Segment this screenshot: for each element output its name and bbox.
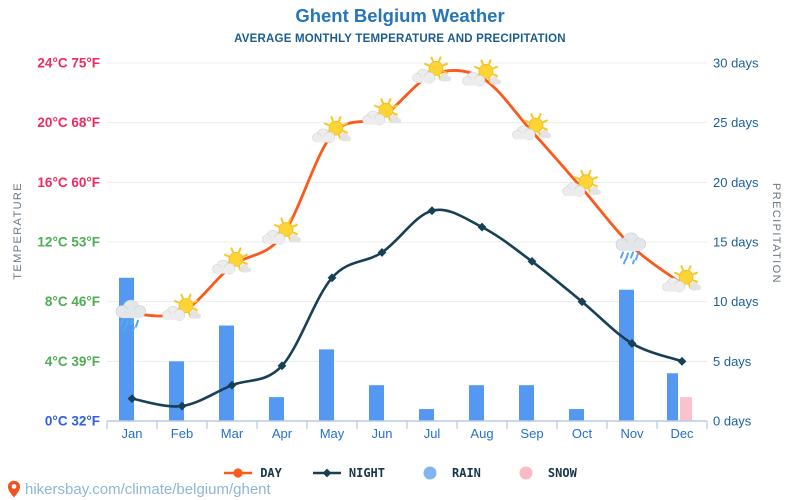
precipitation-axis-title: PRECIPITATION	[770, 183, 782, 284]
temp-tick-label: 24°C 75°F	[37, 56, 100, 71]
weather-icon-partly-sunny-Aug	[462, 59, 501, 87]
legend-label: SNOW	[547, 466, 577, 480]
month-label-Nov: Nov	[620, 426, 644, 441]
legend-item-day[interactable]: DAY	[223, 466, 282, 480]
temp-tick-label: 12°C 53°F	[37, 235, 100, 250]
weather-icon-partly-sunny-Feb	[162, 293, 201, 321]
rain-bar-Aug	[469, 385, 484, 421]
weather-icon-partly-sunny-Sep	[512, 113, 551, 141]
legend-marker-rain	[423, 466, 437, 480]
night-point-Aug	[477, 222, 487, 232]
chart-canvas: 0°C 32°F 4°C 39°F 8°C 46°F 12°C 53°F 16°C 60…	[37, 56, 759, 442]
rain-bar-Nov	[619, 289, 634, 421]
night-point-Oct	[577, 297, 587, 307]
night-line	[130, 208, 684, 408]
weather-icon-partly-sunny-May	[312, 116, 351, 144]
weather-icon-partly-sunny-Dec	[662, 265, 701, 293]
night-point-Jan	[127, 394, 137, 404]
month-label-Jun: Jun	[372, 426, 393, 441]
rain-bar-Apr	[269, 397, 284, 421]
night-point-Jun	[377, 248, 387, 257]
legend-marker-night	[312, 468, 341, 478]
month-label-Jul: Jul	[424, 426, 441, 441]
month-label-Jan: Jan	[122, 426, 143, 441]
temp-tick-label: 16°C 60°F	[37, 175, 100, 190]
temp-tick-label: 4°C 39°F	[45, 354, 100, 369]
days-tick-label: 20 days	[713, 175, 759, 190]
watermark[interactable]: hikersbay.com/climate/belgium/ghent	[7, 480, 271, 498]
night-point-Apr	[277, 361, 287, 371]
weather-icon-rain-Jan	[115, 299, 146, 332]
month-label-Feb: Feb	[171, 426, 193, 441]
night-point-Jul	[427, 206, 437, 216]
weather-icon-partly-sunny-Jul	[412, 56, 451, 84]
month-label-Oct: Oct	[572, 426, 593, 441]
legend-item-snow[interactable]: SNOW	[511, 466, 577, 480]
snow-bar-Dec	[680, 397, 692, 421]
legend-label: NIGHT	[348, 466, 385, 480]
legend-label: DAY	[260, 466, 282, 480]
rain-bar-Mar	[219, 325, 234, 421]
location-pin-icon	[7, 480, 21, 498]
month-label-Apr: Apr	[272, 426, 293, 441]
weather-icon-partly-sunny-Apr	[262, 217, 301, 245]
month-label-Mar: Mar	[221, 426, 244, 441]
month-label-May: May	[320, 426, 345, 441]
temp-tick-label: 0°C 32°F	[45, 414, 100, 429]
temp-tick-label: 20°C 68°F	[37, 115, 100, 130]
legend-item-night[interactable]: NIGHT	[312, 466, 385, 480]
rain-bar-Dec	[667, 373, 678, 421]
rain-bar-Jun	[369, 385, 384, 421]
weather-icon-rain-Nov	[615, 232, 646, 265]
page-title: Ghent Belgium Weather	[295, 5, 505, 26]
days-tick-label: 5 days	[713, 354, 752, 369]
rain-bar-Jul	[419, 409, 434, 421]
night-point-Sep	[527, 256, 537, 266]
temp-tick-label: 8°C 46°F	[45, 294, 100, 309]
night-point-Dec	[677, 356, 687, 366]
weather-icon-partly-sunny-Oct	[562, 169, 601, 197]
days-tick-label: 25 days	[713, 115, 759, 130]
night-point-Nov	[627, 339, 637, 348]
weather-icon-partly-sunny-Jun	[362, 98, 401, 126]
page-subtitle: AVERAGE MONTHLY TEMPERATURE AND PRECIPIT…	[234, 33, 566, 45]
legend-marker-day	[224, 468, 253, 478]
night-point-Mar	[227, 380, 237, 390]
legend-item-rain[interactable]: RAIN	[415, 466, 481, 480]
month-label-Dec: Dec	[670, 426, 694, 441]
watermark-url[interactable]: hikersbay.com/climate/belgium/ghent	[25, 480, 271, 498]
days-tick-label: 15 days	[713, 235, 759, 250]
night-point-May	[327, 273, 337, 283]
month-label-Aug: Aug	[470, 426, 493, 441]
legend-label: RAIN	[452, 466, 481, 480]
rain-bar-Feb	[169, 361, 184, 421]
chart-legend: DAY NIGHT RAIN SNOW	[0, 466, 800, 480]
rain-bar-Oct	[569, 409, 584, 421]
weather-icon-partly-sunny-Mar	[212, 247, 251, 275]
night-point-Feb	[177, 401, 187, 411]
rain-bar-Sep	[519, 385, 534, 421]
month-label-Sep: Sep	[520, 426, 543, 441]
legend-marker-snow	[519, 466, 533, 480]
days-tick-label: 10 days	[713, 294, 759, 309]
days-tick-label: 30 days	[713, 56, 759, 71]
days-tick-label: 0 days	[713, 414, 752, 429]
rain-bar-May	[319, 349, 334, 421]
